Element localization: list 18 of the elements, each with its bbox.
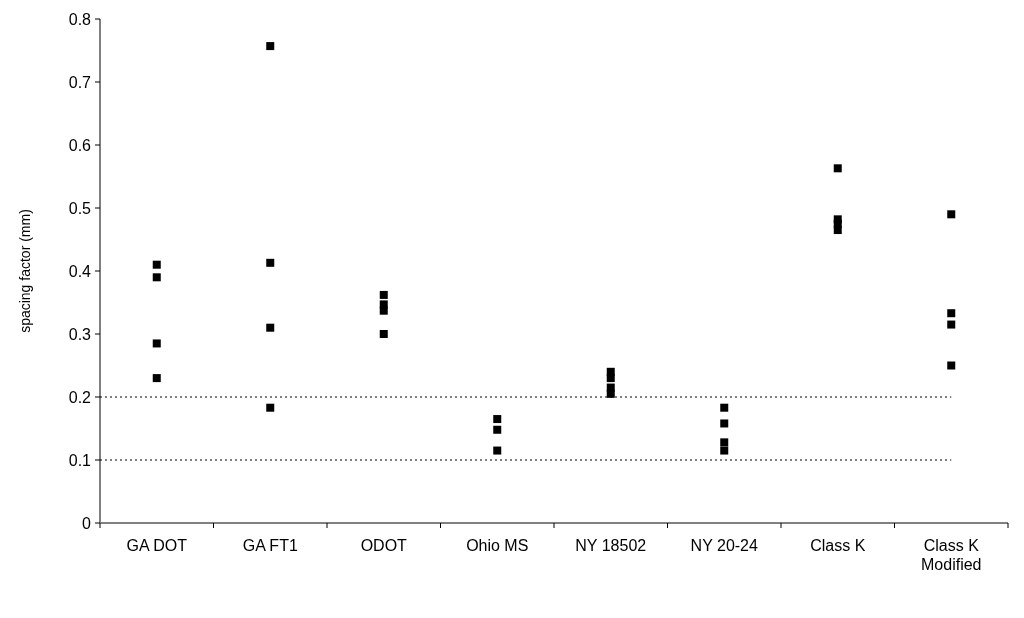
- x-tick-label: Ohio MS: [466, 537, 529, 554]
- y-tick-label: 0.6: [68, 136, 92, 154]
- y-tick-label: 0.4: [68, 262, 92, 280]
- y-tick-label: 0.2: [68, 388, 92, 406]
- y-tick-label: 0: [82, 514, 92, 532]
- x-tick-label: ODOT: [360, 537, 408, 554]
- x-tick-label: NY 20-24: [690, 537, 758, 554]
- x-tick-label: GA FT1: [242, 537, 298, 554]
- x-tick-label: Class K: [810, 537, 866, 554]
- x-tick-label: NY 18502: [575, 537, 647, 554]
- x-tick-label: GA DOT: [126, 537, 188, 554]
- y-tick-label: 0.3: [68, 325, 92, 343]
- y-axis-title: spacing factor (mm): [17, 209, 33, 333]
- y-tick-label: 0.5: [68, 199, 92, 217]
- y-tick-label: 0.8: [68, 10, 92, 28]
- x-tick-label: Class K Modified: [921, 537, 982, 573]
- y-tick-label: 0.1: [68, 451, 92, 469]
- y-tick-label: 0.7: [68, 73, 92, 91]
